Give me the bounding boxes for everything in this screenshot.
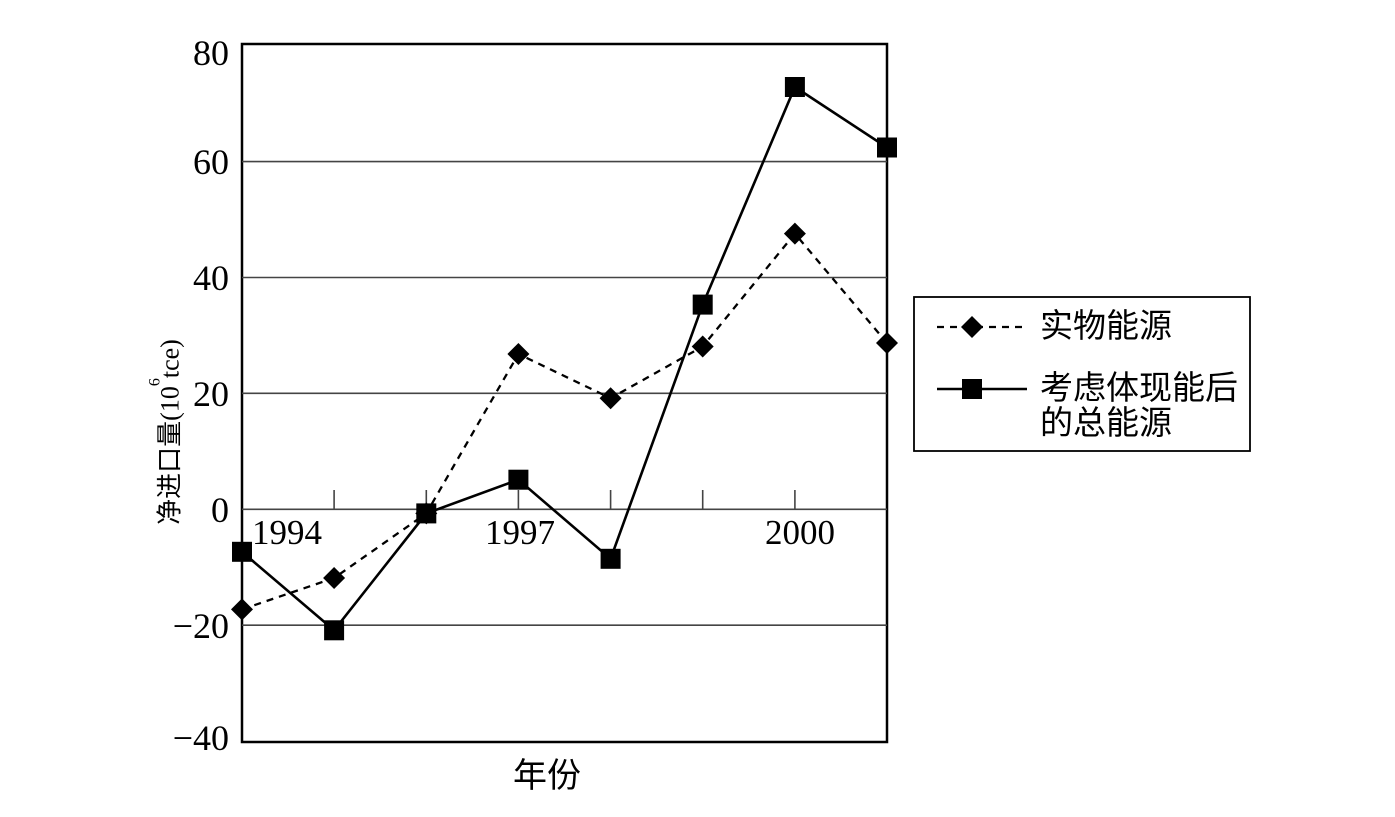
svg-text:2000: 2000 bbox=[765, 513, 835, 552]
svg-text:40: 40 bbox=[193, 258, 229, 298]
svg-text:20: 20 bbox=[193, 374, 229, 414]
svg-text:−20: −20 bbox=[173, 606, 229, 646]
svg-text:实物能源: 实物能源 bbox=[1040, 308, 1172, 345]
svg-text:的总能源: 的总能源 bbox=[1040, 405, 1172, 442]
svg-text:60: 60 bbox=[193, 142, 229, 182]
svg-text:1997: 1997 bbox=[485, 513, 555, 552]
svg-text:80: 80 bbox=[193, 33, 229, 73]
svg-text:1994: 1994 bbox=[252, 513, 322, 552]
svg-text:考虑体现能后: 考虑体现能后 bbox=[1040, 370, 1238, 407]
svg-text:0: 0 bbox=[211, 490, 229, 530]
svg-text:−40: −40 bbox=[173, 718, 229, 758]
